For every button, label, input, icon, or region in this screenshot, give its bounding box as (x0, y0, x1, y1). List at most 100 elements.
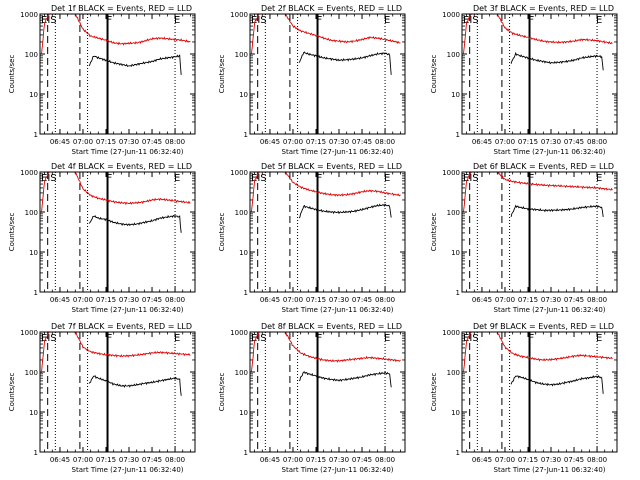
x-tick-label: 07:30 (541, 296, 561, 304)
detector-panel: Det 8f BLACK = Events, RED = LLD Counts/s… (218, 322, 406, 474)
x-tick-label: 06:45 (50, 456, 70, 464)
y-tick-label: 10 (29, 91, 38, 99)
lld-series-line (251, 332, 401, 372)
y-tick-label: 1 (34, 131, 38, 139)
detector-panel: Det 4f BLACK = Events, RED = LLD Counts/s… (8, 162, 196, 314)
marker-label: E (174, 15, 180, 26)
lld-series-line (41, 14, 191, 55)
y-tick-label: 1 (244, 449, 248, 457)
events-series-line (298, 371, 392, 388)
marker-label: F (107, 333, 113, 344)
y-tick-label: 1 (244, 131, 248, 139)
panel-title: Det 4f BLACK = Events, RED = LLD (51, 162, 192, 171)
y-tick-label: 100 (235, 51, 248, 59)
y-tick-label: 1000 (20, 329, 38, 337)
y-tick-label: 100 (447, 369, 460, 377)
marker-label: E (596, 333, 602, 344)
detector-panel: Det 9f BLACK = Events, RED = LLD Counts/s… (430, 322, 618, 474)
y-tick-label: 100 (447, 209, 460, 217)
x-tick-label: 06:45 (260, 296, 280, 304)
x-tick-label: 07:15 (518, 138, 538, 146)
plot-frame (249, 171, 406, 293)
x-tick-label: 07:00 (73, 138, 93, 146)
panel-title: Det 2f BLACK = Events, RED = LLD (261, 4, 402, 13)
marker-label: EIS (463, 333, 479, 344)
lld-series-line (251, 14, 401, 54)
marker-label: F (107, 15, 113, 26)
events-series-line (298, 203, 392, 219)
y-tick-label: 1000 (20, 11, 38, 19)
events-series-line (510, 51, 604, 71)
marker-label: F (107, 173, 113, 184)
y-tick-label: 1 (456, 449, 460, 457)
y-axis-label: Counts/sec (218, 373, 226, 412)
y-tick-label: 100 (447, 51, 460, 59)
plot-frame (461, 171, 618, 293)
x-tick-label: 06:45 (472, 296, 492, 304)
x-axis-label: Start Time (27-Jun-11 06:32:40) (282, 148, 394, 156)
marker-label: EIS (251, 333, 267, 344)
y-tick-label: 1000 (442, 329, 460, 337)
x-tick-label: 06:45 (472, 456, 492, 464)
plot-frame (39, 171, 196, 293)
events-series-line (88, 214, 182, 233)
x-tick-label: 07:45 (564, 138, 584, 146)
x-tick-label: 08:00 (165, 296, 185, 304)
detector-panel: Det 3f BLACK = Events, RED = LLD Counts/s… (430, 4, 618, 156)
x-tick-label: 07:15 (306, 456, 326, 464)
x-tick-label: 07:00 (495, 456, 515, 464)
marker-label: F (529, 333, 535, 344)
plot-frame (39, 331, 196, 453)
plot-frame (461, 13, 618, 135)
x-tick-label: 07:30 (329, 138, 349, 146)
y-tick-label: 1 (34, 289, 38, 297)
x-tick-label: 07:15 (518, 456, 538, 464)
lld-series-line (251, 172, 401, 212)
y-tick-label: 1 (456, 289, 460, 297)
plot-frame (39, 13, 196, 135)
events-series-line (88, 375, 182, 396)
lld-series-line (41, 332, 191, 374)
marker-label: E (384, 333, 390, 344)
detector-panel: Det 5f BLACK = Events, RED = LLD Counts/s… (218, 162, 406, 314)
x-tick-label: 06:45 (472, 138, 492, 146)
y-tick-label: 1 (34, 449, 38, 457)
y-axis-label: Counts/sec (430, 373, 438, 412)
x-tick-label: 07:00 (73, 456, 93, 464)
events-series-line (88, 54, 182, 75)
y-tick-label: 10 (451, 409, 460, 417)
x-axis-label: Start Time (27-Jun-11 06:32:40) (72, 148, 184, 156)
y-tick-label: 1 (456, 131, 460, 139)
y-tick-label: 100 (235, 369, 248, 377)
y-tick-label: 1000 (442, 11, 460, 19)
y-tick-label: 1000 (442, 169, 460, 177)
marker-label: F (317, 15, 323, 26)
x-axis-label: Start Time (27-Jun-11 06:32:40) (282, 306, 394, 314)
lld-series-line (41, 172, 191, 213)
x-tick-label: 07:00 (73, 296, 93, 304)
x-tick-label: 07:00 (495, 296, 515, 304)
y-tick-label: 10 (239, 249, 248, 257)
x-tick-label: 07:30 (119, 138, 139, 146)
marker-label: EIS (251, 15, 267, 26)
panel-title: Det 7f BLACK = Events, RED = LLD (51, 322, 192, 331)
x-tick-label: 06:45 (50, 138, 70, 146)
y-axis-label: Counts/sec (430, 55, 438, 94)
x-tick-label: 07:45 (564, 296, 584, 304)
y-axis-label: Counts/sec (218, 213, 226, 252)
x-axis-label: Start Time (27-Jun-11 06:32:40) (494, 306, 606, 314)
y-tick-label: 100 (25, 51, 38, 59)
x-tick-label: 07:45 (142, 138, 162, 146)
x-tick-label: 07:30 (119, 296, 139, 304)
plot-frame (249, 331, 406, 453)
x-tick-label: 08:00 (587, 138, 607, 146)
events-series-line (298, 51, 392, 75)
x-tick-label: 07:45 (142, 296, 162, 304)
x-tick-label: 07:45 (352, 456, 372, 464)
marker-label: E (174, 173, 180, 184)
x-tick-label: 06:45 (50, 296, 70, 304)
y-tick-label: 10 (29, 409, 38, 417)
marker-label: F (529, 15, 535, 26)
marker-label: EIS (41, 173, 57, 184)
detector-panel: Det 2f BLACK = Events, RED = LLD Counts/s… (218, 4, 406, 156)
